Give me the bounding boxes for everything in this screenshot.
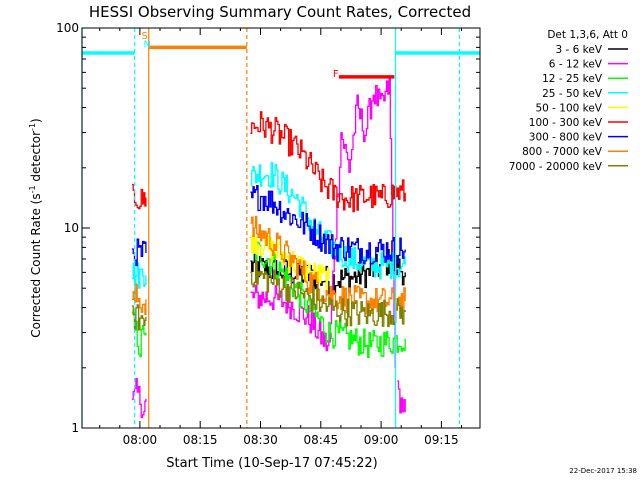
series-2-segment-1 <box>250 236 406 359</box>
y-axis-label-sup2: -1 <box>28 123 37 131</box>
y-axis-label: Corrected Count Rate (s-1 detector-1) <box>28 118 43 337</box>
series-8-segment-1 <box>250 260 406 328</box>
series-3-segment-0 <box>131 262 147 289</box>
legend-label-7: 800 - 7000 keV <box>522 146 603 158</box>
series-5-segment-1 <box>250 111 406 213</box>
series-6-segment-0 <box>131 238 147 267</box>
x-tick-label-0: 08:00 <box>123 433 158 447</box>
legend-label-6: 300 - 800 keV <box>529 132 603 144</box>
x-tick-label-3: 08:45 <box>304 433 339 447</box>
series-6 <box>131 184 406 267</box>
x-tick-label-4: 09:00 <box>364 433 399 447</box>
y-tick-label-2: 100 <box>56 21 79 35</box>
y-axis-label-main: Corrected Count Rate (s <box>29 193 43 337</box>
series-6-segment-1 <box>250 184 406 265</box>
legend: Det 1,3,6, Att 0 3 - 6 keV 6 - 12 keV 12 -… <box>509 29 628 173</box>
y-axis-label-mid: detector <box>29 131 43 186</box>
series-1 <box>131 76 406 419</box>
series-4 <box>250 228 330 294</box>
x-axis-label: Start Time (10-Sep-17 07:45:22) <box>166 456 377 471</box>
legend-title: Det 1,3,6, Att 0 <box>547 29 628 41</box>
x-tick-label-1: 08:15 <box>183 433 218 447</box>
series-7-segment-0 <box>131 283 147 316</box>
timestamp-label: 22-Dec-2017 15:38 <box>569 467 637 475</box>
flag-annotation-1: N <box>144 39 151 50</box>
series-3 <box>131 162 406 289</box>
series-7 <box>131 215 406 316</box>
series-1-segment-1 <box>250 76 396 368</box>
series-3-segment-1 <box>250 162 406 281</box>
legend-label-0: 3 - 6 keV <box>555 44 602 56</box>
flag-annotation-0: S <box>141 31 147 42</box>
series-1-segment-0 <box>131 377 147 419</box>
legend-label-5: 100 - 300 keV <box>529 117 603 129</box>
legend-label-3: 25 - 50 keV <box>542 88 603 100</box>
series-1-segment-2 <box>397 380 406 414</box>
y-axis-label-end: ) <box>29 118 43 123</box>
legend-label-1: 6 - 12 keV <box>549 59 603 71</box>
y-tick-label-1: 10 <box>64 221 79 235</box>
series-7-segment-1 <box>250 215 406 316</box>
legend-label-4: 50 - 100 keV <box>535 102 602 114</box>
y-axis-label-sup1: -1 <box>28 185 37 193</box>
axis-layer: 08:00 08:15 08:30 08:45 09:00 09:15 1 10 100 <box>56 21 480 447</box>
series-4-segment-0 <box>250 228 330 294</box>
legend-label-2: 12 - 25 keV <box>542 73 603 85</box>
y-tick-label-0: 1 <box>71 421 79 435</box>
chart-title: HESSI Observing Summary Count Rates, Cor… <box>89 3 471 21</box>
x-tick-label-2: 08:30 <box>243 433 278 447</box>
flag-annotation-2: F <box>333 69 339 80</box>
legend-label-8: 7000 - 20000 keV <box>509 161 603 173</box>
x-tick-label-5: 09:15 <box>424 433 459 447</box>
series-layer <box>131 76 406 419</box>
